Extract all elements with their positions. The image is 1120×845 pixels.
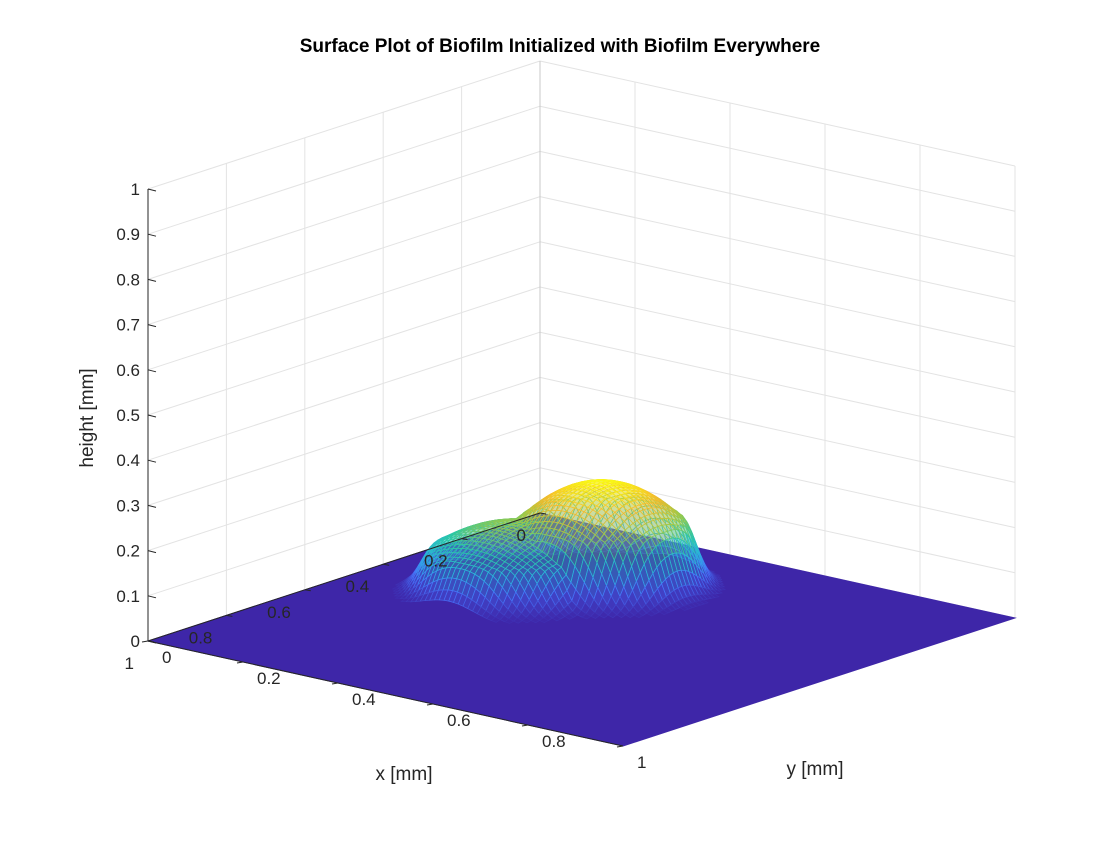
x-tick-label: 0.4 (346, 577, 370, 596)
z-tick-mark (148, 234, 156, 236)
grid-line-z-right-wall (540, 332, 1015, 437)
z-tick-mark (148, 460, 156, 462)
z-tick-label: 0.1 (116, 587, 140, 606)
y-tick-mark (427, 704, 433, 705)
z-tick-label: 0.4 (116, 451, 140, 470)
x-tick-label: 0.2 (424, 552, 448, 571)
y-tick-mark (332, 683, 338, 684)
chart-title: Surface Plot of Biofilm Initialized with… (0, 36, 1120, 58)
z-tick-mark (148, 596, 156, 598)
z-tick-mark (148, 189, 156, 191)
z-tick-mark (148, 551, 156, 553)
grid-line-z-right-wall (540, 151, 1015, 256)
y-tick-mark (142, 641, 148, 642)
x-tick-label: 0.8 (189, 628, 213, 647)
y-tick-mark (237, 662, 243, 663)
x-axis-label: x [mm] (376, 764, 433, 785)
y-tick-label: 0.4 (352, 690, 376, 709)
z-tick-mark (148, 325, 156, 327)
z-tick-mark (148, 279, 156, 281)
z-tick-mark (148, 370, 156, 372)
z-tick-label: 0.7 (116, 316, 140, 335)
grid-line-z-right-wall (540, 61, 1015, 166)
x-tick-label: 0.6 (267, 603, 291, 622)
grid-line-z-right-wall (540, 197, 1015, 302)
grid-line-z-right-wall (540, 287, 1015, 392)
z-tick-label: 0.2 (116, 542, 140, 561)
x-tick-label: 0 (517, 526, 526, 545)
z-tick-label: 0.3 (116, 496, 140, 515)
grid-line-z-right-wall (540, 106, 1015, 211)
z-tick-label: 0.6 (116, 361, 140, 380)
y-tick-mark (522, 725, 528, 726)
z-tick-label: 0.9 (116, 225, 140, 244)
grid-line-z-right-wall (540, 377, 1015, 482)
y-tick-label: 1 (637, 753, 646, 772)
z-tick-label: 0.8 (116, 270, 140, 289)
y-tick-label: 0.8 (542, 732, 566, 751)
y-tick-label: 0 (162, 648, 171, 667)
z-tick-label: 1 (131, 180, 140, 199)
grid-line-z-right-wall (540, 242, 1015, 347)
z-tick-label: 0.5 (116, 406, 140, 425)
y-tick-label: 0.2 (257, 669, 281, 688)
x-tick-label: 1 (125, 654, 134, 673)
y-tick-label: 0.6 (447, 711, 471, 730)
y-axis-label: y [mm] (787, 759, 844, 780)
z-tick-mark (148, 415, 156, 417)
z-tick-mark (148, 505, 156, 507)
z-axis-label: height [mm] (77, 368, 98, 467)
y-tick-mark (617, 746, 623, 747)
z-tick-label: 0 (131, 632, 140, 651)
